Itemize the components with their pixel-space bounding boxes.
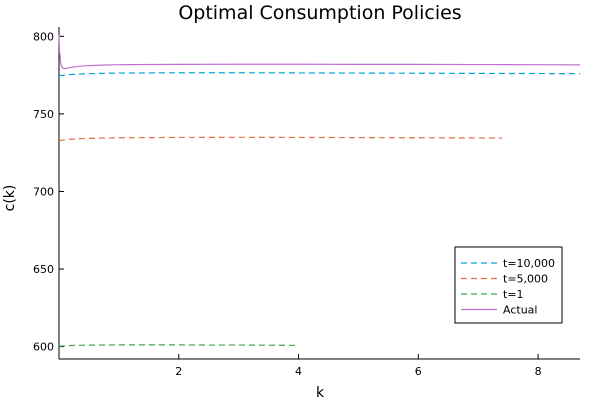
legend-label: Actual <box>503 304 537 317</box>
y-tick-label: 700 <box>33 185 54 198</box>
x-axis-ticks: 2 4 6 8 <box>175 354 542 378</box>
y-tick-label: 750 <box>33 108 54 121</box>
series-line <box>58 72 581 77</box>
x-tick-label: 8 <box>535 365 542 378</box>
x-tick-label: 6 <box>415 365 422 378</box>
legend-label: t=10,000 <box>503 257 555 270</box>
legend-box <box>454 246 563 324</box>
legend-label: t=5,000 <box>503 273 548 286</box>
y-tick-label: 600 <box>33 341 54 354</box>
y-axis-ticks: 600 650 700 750 800 <box>33 30 64 354</box>
x-axis-title: k <box>316 385 325 400</box>
series-line <box>58 34 581 70</box>
series-line <box>58 344 299 347</box>
y-tick-label: 650 <box>33 263 54 276</box>
y-tick-label: 800 <box>33 30 54 43</box>
x-tick-label: 2 <box>175 365 182 378</box>
legend: t=10,000 t=5,000 t=1 Actual <box>454 246 563 324</box>
plot-frame <box>58 27 580 360</box>
series-lines <box>58 34 581 347</box>
y-axis-title: c(k) <box>2 185 18 212</box>
x-tick-label: 4 <box>295 365 302 378</box>
legend-label: t=1 <box>503 288 524 301</box>
series-line <box>58 136 503 142</box>
chart-title: Optimal Consumption Policies <box>178 2 461 24</box>
